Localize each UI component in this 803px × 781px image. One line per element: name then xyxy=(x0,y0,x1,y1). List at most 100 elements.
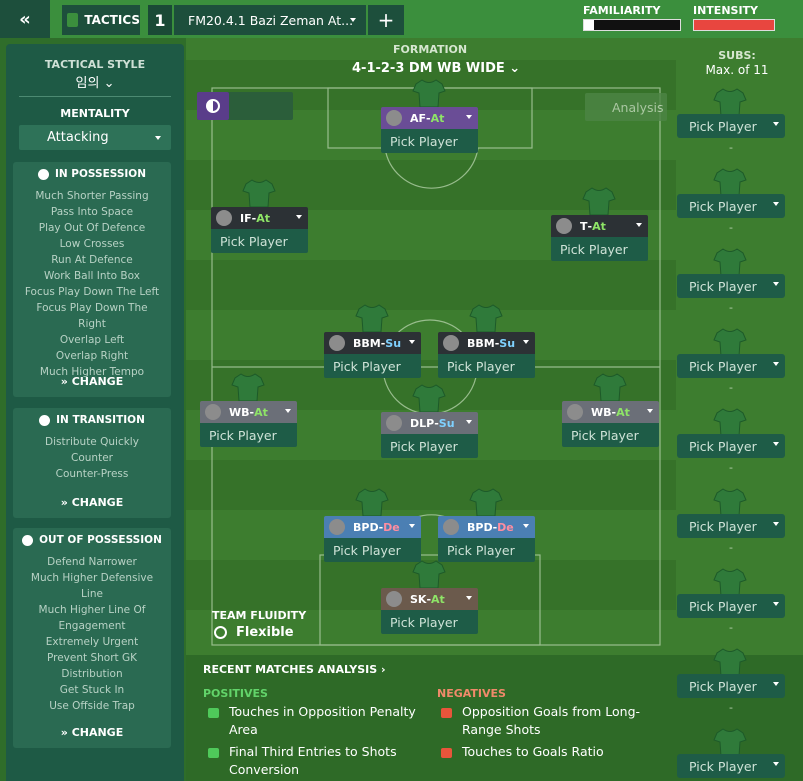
sub-gap: - xyxy=(729,381,733,394)
player-card[interactable]: BBM - Su Pick Player xyxy=(438,332,535,378)
caret xyxy=(773,442,779,446)
tactics-tab[interactable]: TACTICS xyxy=(62,5,140,35)
subs-limit: Max. of 11 xyxy=(705,63,769,77)
pick-player[interactable]: Pick Player xyxy=(438,354,535,378)
formation-select[interactable]: 4-1-2-3 DM WB WIDE ⌄ xyxy=(352,61,521,76)
add-tactic[interactable]: + xyxy=(368,5,404,35)
sub-slot[interactable]: Pick Player xyxy=(677,674,785,698)
shirt-icon xyxy=(412,79,446,107)
player-card[interactable]: IF - At Pick Player xyxy=(211,207,308,253)
pick-player[interactable]: Pick Player xyxy=(324,354,421,378)
role: DLP xyxy=(410,416,435,430)
pick-player: Pick Player xyxy=(689,438,757,454)
icon xyxy=(37,168,49,180)
pick-player[interactable]: Pick Player xyxy=(324,538,421,562)
tactic-number[interactable]: 1 xyxy=(148,5,172,35)
thumb-icon xyxy=(208,748,219,758)
section: IN POSSESSION Much Shorter Passing Pass In… xyxy=(13,162,171,397)
caret xyxy=(296,215,302,219)
divider xyxy=(19,96,171,97)
pick-player[interactable]: Pick Player xyxy=(562,423,659,447)
change-button[interactable]: » CHANGE xyxy=(13,496,171,509)
mentality-select[interactable]: Attacking xyxy=(19,125,171,150)
pick-player[interactable]: Pick Player xyxy=(381,129,478,153)
separator: - xyxy=(492,520,498,534)
sub-gap: - xyxy=(729,621,733,634)
shirt-icon xyxy=(582,187,616,215)
tactic-item: Run At Defence xyxy=(51,254,133,266)
sub-slot[interactable]: Pick Player xyxy=(677,594,785,618)
caret xyxy=(773,282,779,286)
caret xyxy=(285,409,291,413)
sub-slot[interactable]: Pick Player xyxy=(677,754,785,778)
duty: Su xyxy=(385,336,402,350)
change-label: CHANGE xyxy=(71,726,124,739)
tactic-item: Prevent Short GK Distribution xyxy=(46,652,137,680)
formation-name: 4-1-2-3 DM WB WIDE xyxy=(352,61,505,76)
player-card[interactable]: DLP - Su Pick Player xyxy=(381,412,478,458)
role-header: SK - At xyxy=(381,588,478,610)
sub-slot[interactable]: Pick Player xyxy=(677,194,785,218)
caret xyxy=(773,602,779,606)
caret xyxy=(409,340,415,344)
role-header: IF - At xyxy=(211,207,308,229)
avatar xyxy=(216,210,232,226)
pick-player[interactable]: Pick Player xyxy=(200,423,297,447)
analysis-item: Opposition Goals from Long-Range Shots xyxy=(462,704,641,737)
fluidity-label: TEAM FLUIDITY xyxy=(212,609,307,622)
caret xyxy=(350,18,356,22)
player-card[interactable]: SK - At Pick Player xyxy=(381,588,478,634)
pick-player[interactable]: Pick Player xyxy=(381,610,478,634)
player-card[interactable]: WB - At Pick Player xyxy=(562,401,659,447)
role-header: AF - At xyxy=(381,107,478,129)
player-card[interactable]: BPD - De Pick Player xyxy=(324,516,421,562)
caret xyxy=(523,340,529,344)
player-card[interactable]: AF - At Pick Player xyxy=(381,107,478,153)
change-button[interactable]: » CHANGE xyxy=(13,375,171,388)
player-card[interactable]: BPD - De Pick Player xyxy=(438,516,535,562)
item-list: Much Shorter Passing Pass Into Space Play … xyxy=(21,188,163,380)
tactic-item: Much Higher Defensive Line xyxy=(30,572,154,600)
pick-player[interactable]: Pick Player xyxy=(438,538,535,562)
role-header: WB - At xyxy=(562,401,659,423)
sub-gap: - xyxy=(729,461,733,474)
pick-player[interactable]: Pick Player xyxy=(211,229,308,253)
style-label: TACTICAL STYLE xyxy=(44,58,146,71)
icon xyxy=(206,99,220,113)
shirt-icon xyxy=(469,488,503,516)
player-card[interactable]: BBM - Su Pick Player xyxy=(324,332,421,378)
role: BBM xyxy=(353,336,381,350)
toggle-button[interactable] xyxy=(197,92,229,120)
analysis-title-text: RECENT MATCHES ANALYSIS xyxy=(203,663,378,676)
style-select[interactable]: 임의 ⌄ xyxy=(75,76,115,91)
tactic-select[interactable]: FM20.4.1 Bazi Zeman At... xyxy=(174,5,366,35)
role-header: DLP - Su xyxy=(381,412,478,434)
tactic-item: Focus Play Down The Right xyxy=(36,302,148,330)
sub-slot[interactable]: Pick Player xyxy=(677,274,785,298)
analysis-title[interactable]: RECENT MATCHES ANALYSIS › xyxy=(203,663,386,676)
section-title: OUT OF POSSESSION xyxy=(13,534,171,546)
role-header: WB - At xyxy=(200,401,297,423)
sub-slot[interactable]: Pick Player xyxy=(677,434,785,458)
back-button[interactable]: « xyxy=(0,0,50,38)
pick-player[interactable]: Pick Player xyxy=(551,237,648,261)
sub-slot[interactable]: Pick Player xyxy=(677,114,785,138)
analysis-button[interactable]: Analysis xyxy=(585,93,667,121)
style-value: 임의 xyxy=(75,76,100,91)
sub-slot[interactable]: Pick Player xyxy=(677,514,785,538)
pick-player[interactable]: Pick Player xyxy=(381,434,478,458)
role-header: BBM - Su xyxy=(438,332,535,354)
analysis-item: Touches in Opposition Penalty Area xyxy=(229,704,416,737)
fluidity-value: Flexible xyxy=(236,625,294,640)
avatar xyxy=(329,519,345,535)
role: T xyxy=(580,219,588,233)
tactic-item: Extremely Urgent xyxy=(45,636,139,648)
tactic-name: FM20.4.1 Bazi Zeman At... xyxy=(188,12,354,28)
sub-slot[interactable]: Pick Player xyxy=(677,354,785,378)
change-button[interactable]: » CHANGE xyxy=(13,726,171,739)
duty: At xyxy=(592,219,606,233)
negatives-label: NEGATIVES xyxy=(437,687,506,700)
player-card[interactable]: WB - At Pick Player xyxy=(200,401,297,447)
player-card[interactable]: T - At Pick Player xyxy=(551,215,648,261)
duty: De xyxy=(497,520,514,534)
